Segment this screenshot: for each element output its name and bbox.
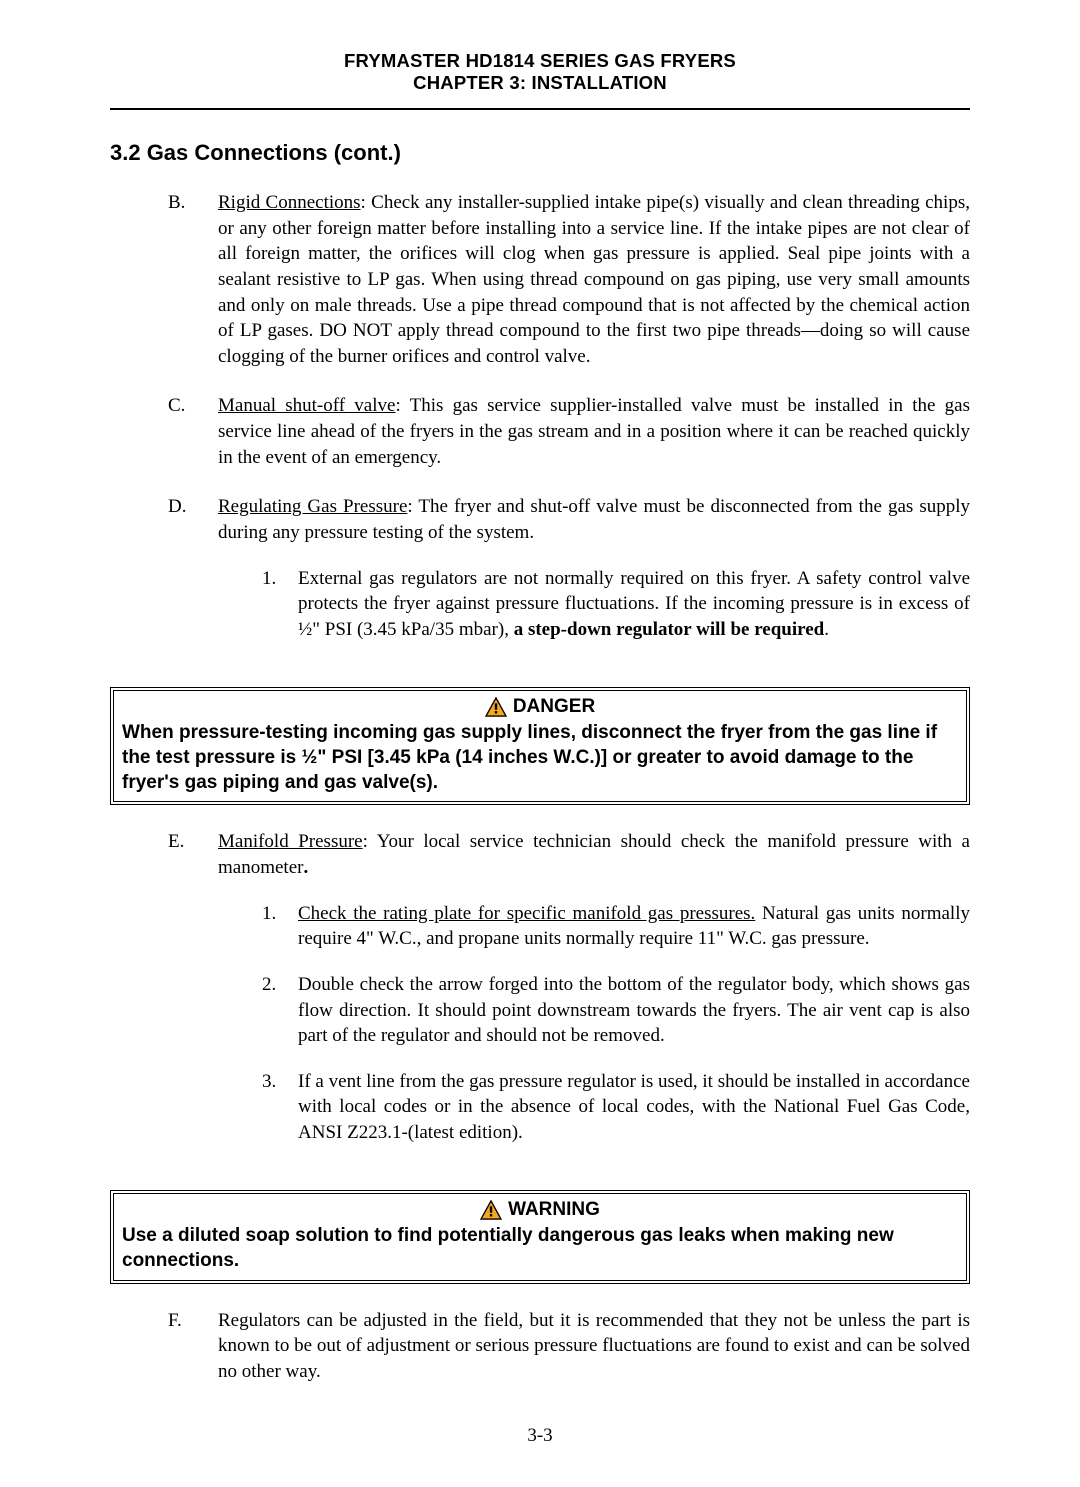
lead-term: Rigid Connections [218,192,361,213]
sub-body: If a vent line from the gas pressure reg… [298,1069,970,1146]
danger-heading: DANGER [122,695,958,720]
sub-body: Check the rating plate for specific mani… [298,901,970,952]
list-item-e: E. Manifold Pressure: Your local service… [110,829,970,1165]
list-marker: D. [110,494,218,662]
doc-header-line2: CHAPTER 3: INSTALLATION [110,72,970,94]
list-body: Regulating Gas Pressure: The fryer and s… [218,494,970,662]
warning-triangle-icon [480,1200,502,1220]
sub-list: 1. Check the rating plate for specific m… [218,901,970,1146]
sub-body: External gas regulators are not normally… [298,566,970,643]
list-item-b: B. Rigid Connections: Check any installe… [110,190,970,369]
sub-marker: 2. [218,972,298,1049]
sub-underlined: Check the rating plate for specific mani… [298,903,755,924]
list-item-c: C. Manual shut-off valve: This gas servi… [110,393,970,470]
sub-item-e1: 1. Check the rating plate for specific m… [218,901,970,952]
sub-marker: 3. [218,1069,298,1146]
lead-term: Manual shut-off valve [218,395,395,416]
danger-body: When pressure-testing incoming gas suppl… [122,721,958,795]
sub-text-post: . [824,619,829,640]
sub-item-e3: 3. If a vent line from the gas pressure … [218,1069,970,1146]
warning-body: Use a diluted soap solution to find pote… [122,1224,958,1273]
sub-marker: 1. [218,901,298,952]
doc-header-line1: FRYMASTER HD1814 SERIES GAS FRYERS [110,50,970,72]
list-marker: B. [110,190,218,369]
lead-term: Regulating Gas Pressure [218,496,407,517]
lead-term: Manifold Pressure [218,831,363,852]
list-text: : Check any installer-supplied intake pi… [218,192,970,367]
list-body: Manifold Pressure: Your local service te… [218,829,970,1165]
sub-marker: 1. [218,566,298,643]
sub-item-e2: 2. Double check the arrow forged into th… [218,972,970,1049]
warning-heading: WARNING [122,1198,958,1223]
page-container: FRYMASTER HD1814 SERIES GAS FRYERS CHAPT… [0,0,1080,1487]
list-item-f: F. Regulators can be adjusted in the fie… [110,1308,970,1385]
sub-list: 1. External gas regulators are not norma… [218,566,970,643]
list-marker: E. [110,829,218,1165]
warning-triangle-icon [485,697,507,717]
list-body: Rigid Connections: Check any installer-s… [218,190,970,369]
sub-text-bold: a step-down regulator will be required [514,619,825,640]
sub-item-d1: 1. External gas regulators are not norma… [218,566,970,643]
list-body: Regulators can be adjusted in the field,… [218,1308,970,1385]
list-text-post: . [303,857,308,878]
sub-body: Double check the arrow forged into the b… [298,972,970,1049]
list-marker: F. [110,1308,218,1385]
list-body: Manual shut-off valve: This gas service … [218,393,970,470]
header-rule [110,108,970,110]
list-item-d: D. Regulating Gas Pressure: The fryer an… [110,494,970,662]
danger-label: DANGER [513,695,595,720]
danger-callout: DANGER When pressure-testing incoming ga… [110,687,970,806]
page-number: 3-3 [110,1425,970,1447]
section-heading: 3.2 Gas Connections (cont.) [110,140,970,166]
warning-callout: WARNING Use a diluted soap solution to f… [110,1190,970,1284]
warning-label: WARNING [508,1198,600,1223]
list-marker: C. [110,393,218,470]
